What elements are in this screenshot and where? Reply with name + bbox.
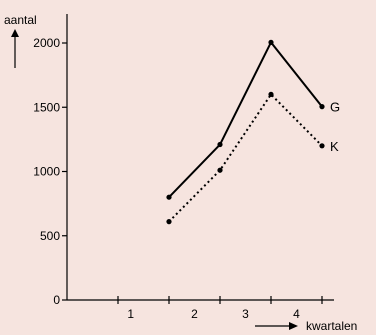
y-arrow-head xyxy=(11,29,19,37)
y-tick-label: 2000 xyxy=(33,36,60,50)
data-point-k xyxy=(166,219,172,225)
data-point-k xyxy=(319,143,325,149)
data-point-g xyxy=(166,194,172,200)
x-tick-label: 4 xyxy=(293,307,300,321)
y-tick-label: 1500 xyxy=(33,100,60,114)
x-arrow-head xyxy=(289,322,298,330)
y-tick-label: 1000 xyxy=(33,165,60,179)
y-tick-label: 500 xyxy=(40,229,60,243)
data-point-g xyxy=(268,39,274,45)
y-tick-label: 0 xyxy=(53,293,60,307)
x-tick-label: 2 xyxy=(191,307,198,321)
data-point-g xyxy=(319,104,325,110)
data-point-k xyxy=(217,167,223,173)
series-label-k: K xyxy=(330,139,339,154)
label-layer: aantal kwartalen G K xyxy=(4,13,357,333)
data-point-k xyxy=(268,91,274,97)
axes xyxy=(11,14,334,330)
series-layer xyxy=(166,39,325,225)
y-axis-label: aantal xyxy=(4,13,37,27)
y-ticks: 0 500 1000 1500 2000 xyxy=(33,36,67,307)
series-line-k xyxy=(168,92,323,223)
x-tick-label: 3 xyxy=(242,307,249,321)
data-point-g xyxy=(217,141,223,148)
x-ticks: 1 2 3 4 xyxy=(117,296,323,321)
x-axis-label: kwartalen xyxy=(306,319,357,333)
series-label-g: G xyxy=(330,100,340,115)
x-tick-label: 1 xyxy=(127,307,134,321)
series-line-g xyxy=(168,40,323,198)
